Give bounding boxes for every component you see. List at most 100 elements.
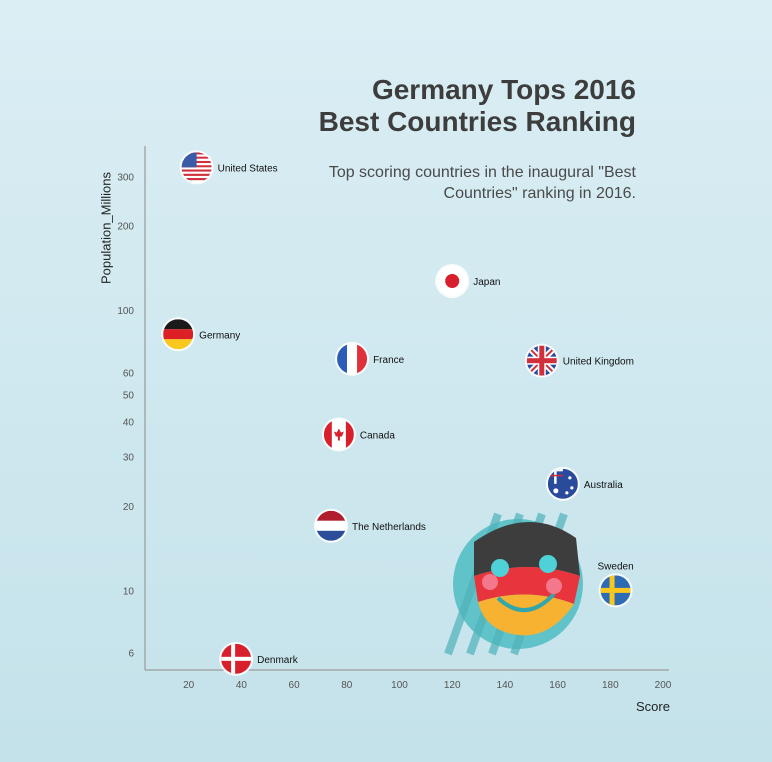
x-tick-label: 100 bbox=[391, 680, 408, 691]
us-stripe bbox=[181, 171, 212, 174]
point-label: Germany bbox=[199, 330, 240, 341]
chart-title-line-1: Germany Tops 2016 bbox=[371, 74, 636, 105]
y-tick-label: 50 bbox=[123, 390, 135, 401]
canada-flag bbox=[323, 419, 354, 450]
japan-sun bbox=[445, 274, 460, 289]
y-tick-label: 40 bbox=[123, 418, 135, 429]
us-flag bbox=[181, 152, 212, 183]
star-icon bbox=[565, 491, 569, 495]
germany-gold bbox=[163, 339, 194, 350]
us-stripe bbox=[181, 173, 212, 176]
y-tick-label: 6 bbox=[128, 649, 134, 660]
france-white bbox=[347, 343, 358, 374]
canada-red-right bbox=[345, 419, 354, 450]
us-stripe bbox=[181, 178, 212, 181]
y-tick-label: 60 bbox=[123, 368, 135, 379]
japan-flag bbox=[437, 266, 468, 297]
australia-flag bbox=[547, 468, 578, 499]
netherlands-white bbox=[315, 520, 346, 531]
point-label: Sweden bbox=[597, 561, 633, 572]
y-tick-label: 100 bbox=[117, 306, 134, 317]
australia-union-red bbox=[547, 474, 563, 477]
chart-subtitle: Top scoring countries in the inaugural "… bbox=[328, 164, 636, 202]
x-axis-label: Score bbox=[636, 699, 670, 714]
france-flag bbox=[337, 343, 368, 374]
point-label: Denmark bbox=[257, 655, 299, 666]
australia-field bbox=[547, 468, 578, 499]
us-stripe bbox=[181, 175, 212, 179]
point-label: United Kingdom bbox=[563, 357, 634, 368]
point-label: Australia bbox=[584, 480, 623, 491]
data-point: The Netherlands bbox=[313, 508, 426, 543]
axes bbox=[144, 146, 669, 671]
mask-eye-right bbox=[539, 555, 557, 573]
us-canton bbox=[181, 152, 197, 168]
data-point: United States bbox=[179, 150, 278, 185]
data-point: Japan bbox=[435, 264, 500, 299]
uk-flag bbox=[526, 345, 557, 376]
germany-flag bbox=[163, 319, 194, 350]
mask-smile bbox=[496, 592, 556, 613]
chart-title: Germany Tops 2016 Best Countries Ranking bbox=[319, 74, 636, 138]
us-stripe bbox=[181, 180, 212, 183]
x-tick-label: 40 bbox=[236, 680, 248, 691]
x-tick-label: 200 bbox=[655, 680, 672, 691]
x-tick-label: 60 bbox=[289, 680, 301, 691]
mask-cheek-left bbox=[482, 574, 498, 590]
x-tick-label: 180 bbox=[602, 680, 619, 691]
denmark-cross bbox=[231, 643, 236, 674]
y-tick-label: 30 bbox=[123, 453, 135, 464]
y-axis-label: Population_Millions bbox=[98, 171, 114, 285]
point-label: Canada bbox=[360, 430, 395, 441]
y-tick-label: 200 bbox=[117, 222, 134, 233]
point-label: The Netherlands bbox=[352, 522, 426, 533]
data-point: Australia bbox=[545, 466, 623, 501]
mask-gold-band bbox=[478, 594, 574, 636]
point-label: Japan bbox=[473, 277, 500, 288]
mask-eye-left bbox=[491, 559, 509, 577]
x-tick-label: 140 bbox=[497, 680, 514, 691]
y-tick-label: 20 bbox=[123, 502, 135, 513]
star-icon bbox=[568, 476, 572, 480]
star-icon bbox=[570, 486, 574, 490]
x-tick-label: 20 bbox=[183, 680, 195, 691]
germany-mask-illustration bbox=[444, 512, 583, 656]
y-tick-label: 10 bbox=[123, 586, 135, 597]
chart-title-line-2: Best Countries Ranking bbox=[318, 106, 636, 137]
netherlands-blue bbox=[315, 530, 346, 541]
netherlands-red bbox=[315, 510, 346, 521]
star-icon bbox=[553, 488, 559, 494]
point-label: United States bbox=[218, 163, 278, 174]
point-label: France bbox=[373, 355, 405, 366]
x-tick-label: 120 bbox=[444, 680, 461, 691]
germany-red bbox=[163, 329, 194, 340]
germany-black bbox=[163, 319, 194, 330]
sweden-cross bbox=[600, 587, 631, 593]
data-point: Germany bbox=[161, 317, 240, 352]
france-blue bbox=[337, 343, 348, 374]
mask-cheek-right bbox=[546, 578, 562, 594]
netherlands-flag bbox=[315, 510, 346, 541]
x-tick-label: 160 bbox=[549, 680, 566, 691]
france-red bbox=[357, 343, 368, 374]
x-tick-label: 80 bbox=[341, 680, 353, 691]
sweden-cross bbox=[609, 575, 615, 606]
data-point: France bbox=[335, 341, 405, 376]
data-points: United States Japan Germany France United Ki… bbox=[161, 150, 634, 676]
uk-cross-red bbox=[539, 345, 545, 376]
us-stripe bbox=[181, 167, 212, 170]
data-point: Canada bbox=[321, 417, 395, 452]
sweden-flag bbox=[600, 575, 631, 606]
tick-labels: 20 40 60 80 100 120 140 160 180 200 6 10 20 30 40 50 60 1… bbox=[117, 172, 671, 691]
data-point: Sweden bbox=[597, 561, 634, 608]
denmark-cross bbox=[221, 656, 252, 661]
data-point: United Kingdom bbox=[524, 343, 634, 378]
y-tick-label: 300 bbox=[117, 172, 134, 183]
maple-leaf-icon bbox=[333, 428, 344, 441]
us-stripe bbox=[181, 169, 212, 172]
data-point: Denmark bbox=[219, 641, 299, 676]
canada-red-left bbox=[323, 419, 332, 450]
denmark-flag bbox=[221, 643, 252, 674]
